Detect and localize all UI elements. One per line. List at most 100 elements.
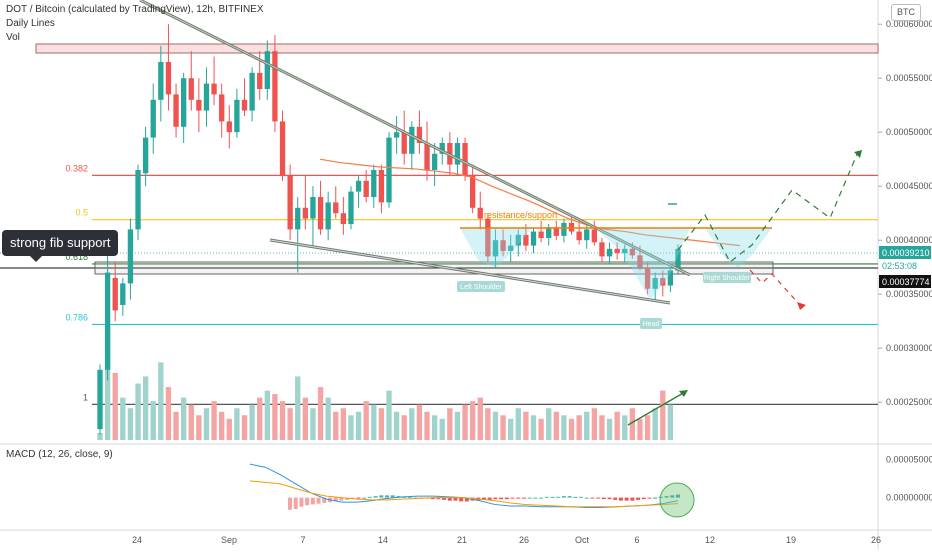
left-shoulder-label: Left Shoulder <box>460 284 502 291</box>
candle-body <box>287 175 293 230</box>
macd-histogram-bar <box>516 497 521 499</box>
macd-histogram-bar <box>618 497 623 501</box>
time-tick-label: Sep <box>221 535 237 545</box>
candle-body <box>348 191 354 224</box>
candle-body <box>241 99 248 111</box>
bearish-arrow-head <box>797 302 806 310</box>
macd-histogram-bar <box>653 497 658 499</box>
macd-histogram-bar <box>356 497 361 499</box>
candle-body <box>180 78 187 127</box>
macd-histogram-bar <box>499 497 504 500</box>
time-tick-label: 12 <box>705 535 715 545</box>
candle-body <box>226 121 232 133</box>
macd-histogram-bar <box>447 497 452 501</box>
macd-histogram-bar <box>670 495 675 498</box>
volume-bar <box>462 404 468 440</box>
candle-body <box>219 94 225 122</box>
volume-bar <box>120 397 126 440</box>
head-label-group: Head <box>640 318 662 329</box>
volume-bar <box>515 408 521 440</box>
candle-body <box>173 94 179 127</box>
last-price-badge: 0.00039210 <box>882 248 930 258</box>
bullish-projection <box>677 151 859 263</box>
volume-bar <box>538 418 544 440</box>
candle-body <box>599 242 605 257</box>
candle-body <box>355 180 362 192</box>
candle-body <box>249 72 255 111</box>
volume-bar <box>378 408 385 440</box>
volume-bar <box>644 415 651 440</box>
volume-bar <box>188 404 194 440</box>
volume-bar <box>150 401 156 440</box>
volume-bar <box>637 418 643 440</box>
time-tick-label: 26 <box>871 535 881 545</box>
macd-histogram-bar <box>464 497 469 502</box>
currency-button[interactable]: BTC <box>891 4 921 21</box>
bearish-projection <box>749 269 801 306</box>
candle-body <box>591 229 598 243</box>
macd-histogram-bar <box>624 497 629 501</box>
macd-histogram-bar <box>641 497 646 500</box>
fib-level-label: 0.5 <box>75 208 88 218</box>
candle-body <box>257 72 263 89</box>
volume-bar <box>439 418 445 440</box>
volume-bar <box>302 397 309 440</box>
macd-histogram-bar <box>299 497 304 507</box>
macd-histogram-bar <box>533 497 538 499</box>
candle-body <box>614 248 620 254</box>
candle-body <box>637 255 643 268</box>
candle-body <box>652 278 658 289</box>
time-tick-label: 24 <box>132 535 142 545</box>
candle-body <box>371 170 377 197</box>
fib-support-zone <box>94 261 774 275</box>
candle-body <box>97 369 103 430</box>
volume-bar <box>355 411 362 440</box>
macd-histogram-bar <box>590 497 595 499</box>
candle-body <box>584 229 590 241</box>
candle-body <box>553 227 559 236</box>
macd-histogram-bar <box>322 497 327 503</box>
candle-body <box>515 234 521 246</box>
volume-bar <box>576 415 582 440</box>
volume-bar <box>211 401 217 440</box>
time-tick-label: 7 <box>300 535 305 545</box>
candle-body <box>424 143 430 170</box>
volume-bar <box>652 408 658 440</box>
macd-histogram-bar <box>636 497 641 500</box>
candle-body <box>325 202 331 230</box>
fib-level-label: 0.618 <box>65 252 88 262</box>
volume-bar <box>591 408 598 440</box>
volume-bar <box>386 390 392 440</box>
macd-histogram-bar <box>601 497 606 500</box>
volume-bar <box>393 411 400 440</box>
volume-bar <box>325 397 331 440</box>
macd-histogram-bar <box>647 497 652 499</box>
volume-bar <box>219 411 225 440</box>
candle-body <box>386 137 392 203</box>
candle-body <box>622 248 628 254</box>
volume-bar <box>401 415 407 440</box>
macd-histogram-bar <box>527 497 532 499</box>
volume-bar <box>584 411 590 440</box>
candle-body <box>302 207 309 219</box>
volume-bar <box>454 411 461 440</box>
volume-bar <box>614 411 620 440</box>
macd-histogram-bar <box>550 496 555 498</box>
volume-bar <box>97 432 103 440</box>
bullish-arrow-head <box>854 150 862 158</box>
candle-body <box>295 207 301 230</box>
volume-bar <box>165 387 172 440</box>
candle-body <box>523 234 529 246</box>
volume-bar <box>469 401 476 440</box>
candle-body <box>378 170 385 203</box>
macd-histogram-bar <box>584 497 589 499</box>
fib-level-label: 0.382 <box>65 163 88 173</box>
time-tick-label: 6 <box>634 535 639 545</box>
volume-bar <box>492 411 499 440</box>
left-shoulder-shape <box>460 228 532 268</box>
macd-histogram-bar <box>436 497 441 500</box>
volume-bar <box>226 418 232 440</box>
macd-tick-label: 0.00005000 <box>886 455 932 465</box>
time-tick-label: 26 <box>519 535 529 545</box>
